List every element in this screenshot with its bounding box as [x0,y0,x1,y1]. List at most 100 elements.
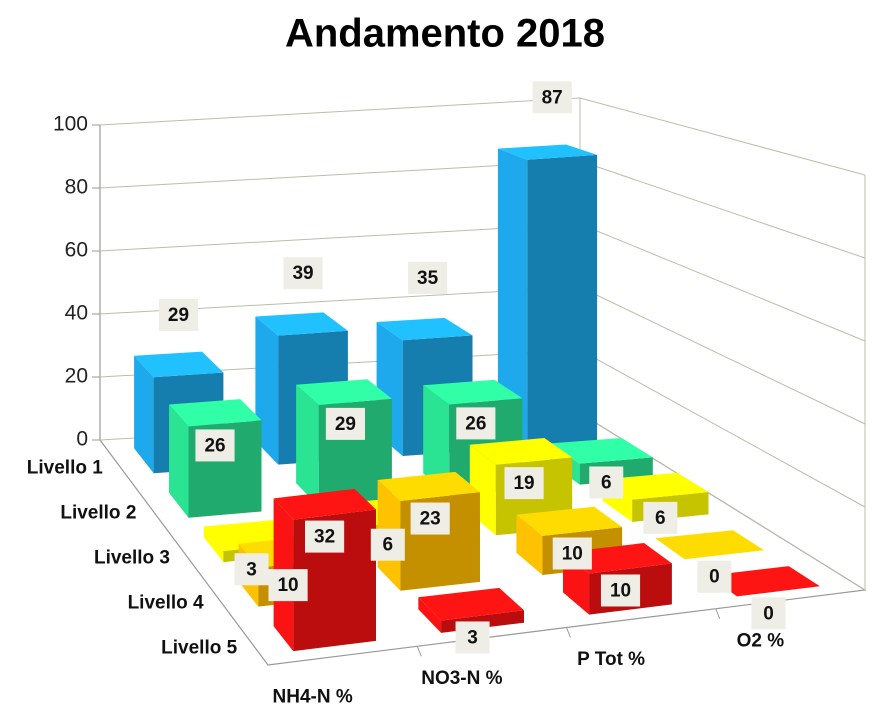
data-label-bg [410,502,450,535]
data-label-bg [600,574,641,607]
data-label-bg [408,261,448,294]
bar-top [469,438,573,465]
data-label-bg [195,429,235,462]
x-tick-label: NO3-N % [421,668,502,689]
bar-side [423,385,450,496]
y-tick-label: 20 [65,365,88,388]
data-label: 0 [709,567,720,588]
data-label: 3 [246,559,257,580]
data-label-bg [504,467,544,500]
y-tick-label: 40 [65,302,88,325]
bar-top [516,506,623,536]
data-label: 10 [610,581,631,602]
data-label-box: 19 [504,467,544,500]
bar-top [497,144,598,160]
x-tick [566,627,571,638]
x-tick-label: P Tot % [577,649,645,670]
bar-side [516,514,543,575]
y-tick-label: 60 [65,239,88,262]
grid-line [99,223,866,342]
bar-top [550,438,653,464]
bar-side [497,148,528,448]
data-label: 23 [420,509,441,530]
data-label-bg [697,560,732,593]
data-label: 29 [168,305,189,326]
legend-label: Livello 1 [27,458,103,479]
legend-label: Livello 3 [94,548,170,569]
data-label-box: 3 [455,621,490,654]
data-label-bg [283,257,323,290]
bar-top [707,566,820,597]
data-label-bg [532,81,572,114]
x-tick [715,608,721,619]
data-label-bg [234,553,269,586]
bar [296,379,392,507]
bar-top [169,399,262,427]
data-label: 29 [335,414,356,435]
data-label-box: 87 [532,81,572,114]
bar-front [527,154,598,448]
data-label-box: 26 [456,407,496,440]
chart-title: Andamento 2018 [285,12,605,56]
bar-top [423,379,523,405]
bar-side [169,404,189,518]
data-label-box: 39 [283,257,323,290]
bar-side [418,597,442,633]
x-tick-label: NH4-N % [273,687,353,704]
data-label-bg [370,528,405,561]
data-label: 35 [417,268,439,289]
data-label-box: 32 [305,520,345,553]
data-label: 6 [655,508,666,529]
bar-side [296,384,319,507]
bar-top [255,312,348,336]
data-label-bg [325,407,365,440]
data-label: 26 [204,435,225,456]
data-label: 39 [292,263,313,284]
bar-side [203,526,224,563]
data-label-bg [305,520,345,553]
data-label-box: 6 [589,466,624,499]
data-label-box: 10 [268,569,308,602]
bar-top [134,351,224,378]
bar-top [602,472,709,500]
bar-side [134,355,154,474]
bar-top [376,317,473,341]
legend-label: Livello 2 [60,503,136,524]
data-label-bg [455,621,490,654]
bar-top [655,530,765,560]
grid-line [99,97,866,176]
data-label-box: 10 [600,574,641,607]
data-label-box: 3 [234,553,269,586]
data-label-box: 10 [552,537,592,570]
data-label: 6 [383,535,394,556]
data-label: 3 [467,627,478,648]
data-label-bg [751,597,786,630]
data-label-bg [552,537,592,570]
bar [707,566,820,597]
x-tick-label: O2 % [737,630,785,651]
y-tick-label: 0 [76,428,88,451]
grid-line [99,160,866,259]
y-tick-label: 100 [53,113,88,136]
bar-top [296,379,392,405]
data-label: 32 [314,527,335,548]
data-label-bg [158,298,199,331]
data-label: 10 [562,544,583,565]
data-label: 26 [465,413,486,434]
data-label-box: 6 [370,528,405,561]
data-label: 6 [601,473,612,494]
data-label-box: 35 [408,261,448,294]
bar-top [273,488,376,520]
data-label-bg [268,569,308,602]
data-label-bg [589,466,624,499]
data-label-box: 26 [195,429,235,462]
data-label-box: 29 [158,298,199,331]
data-label-bg [643,501,678,534]
legend-label: Livello 5 [161,638,237,659]
legend-label: Livello 4 [128,593,204,614]
data-label: 87 [542,87,563,108]
bar-top [377,471,480,501]
data-label-box: 29 [325,407,365,440]
data-label-box: 0 [751,597,786,630]
